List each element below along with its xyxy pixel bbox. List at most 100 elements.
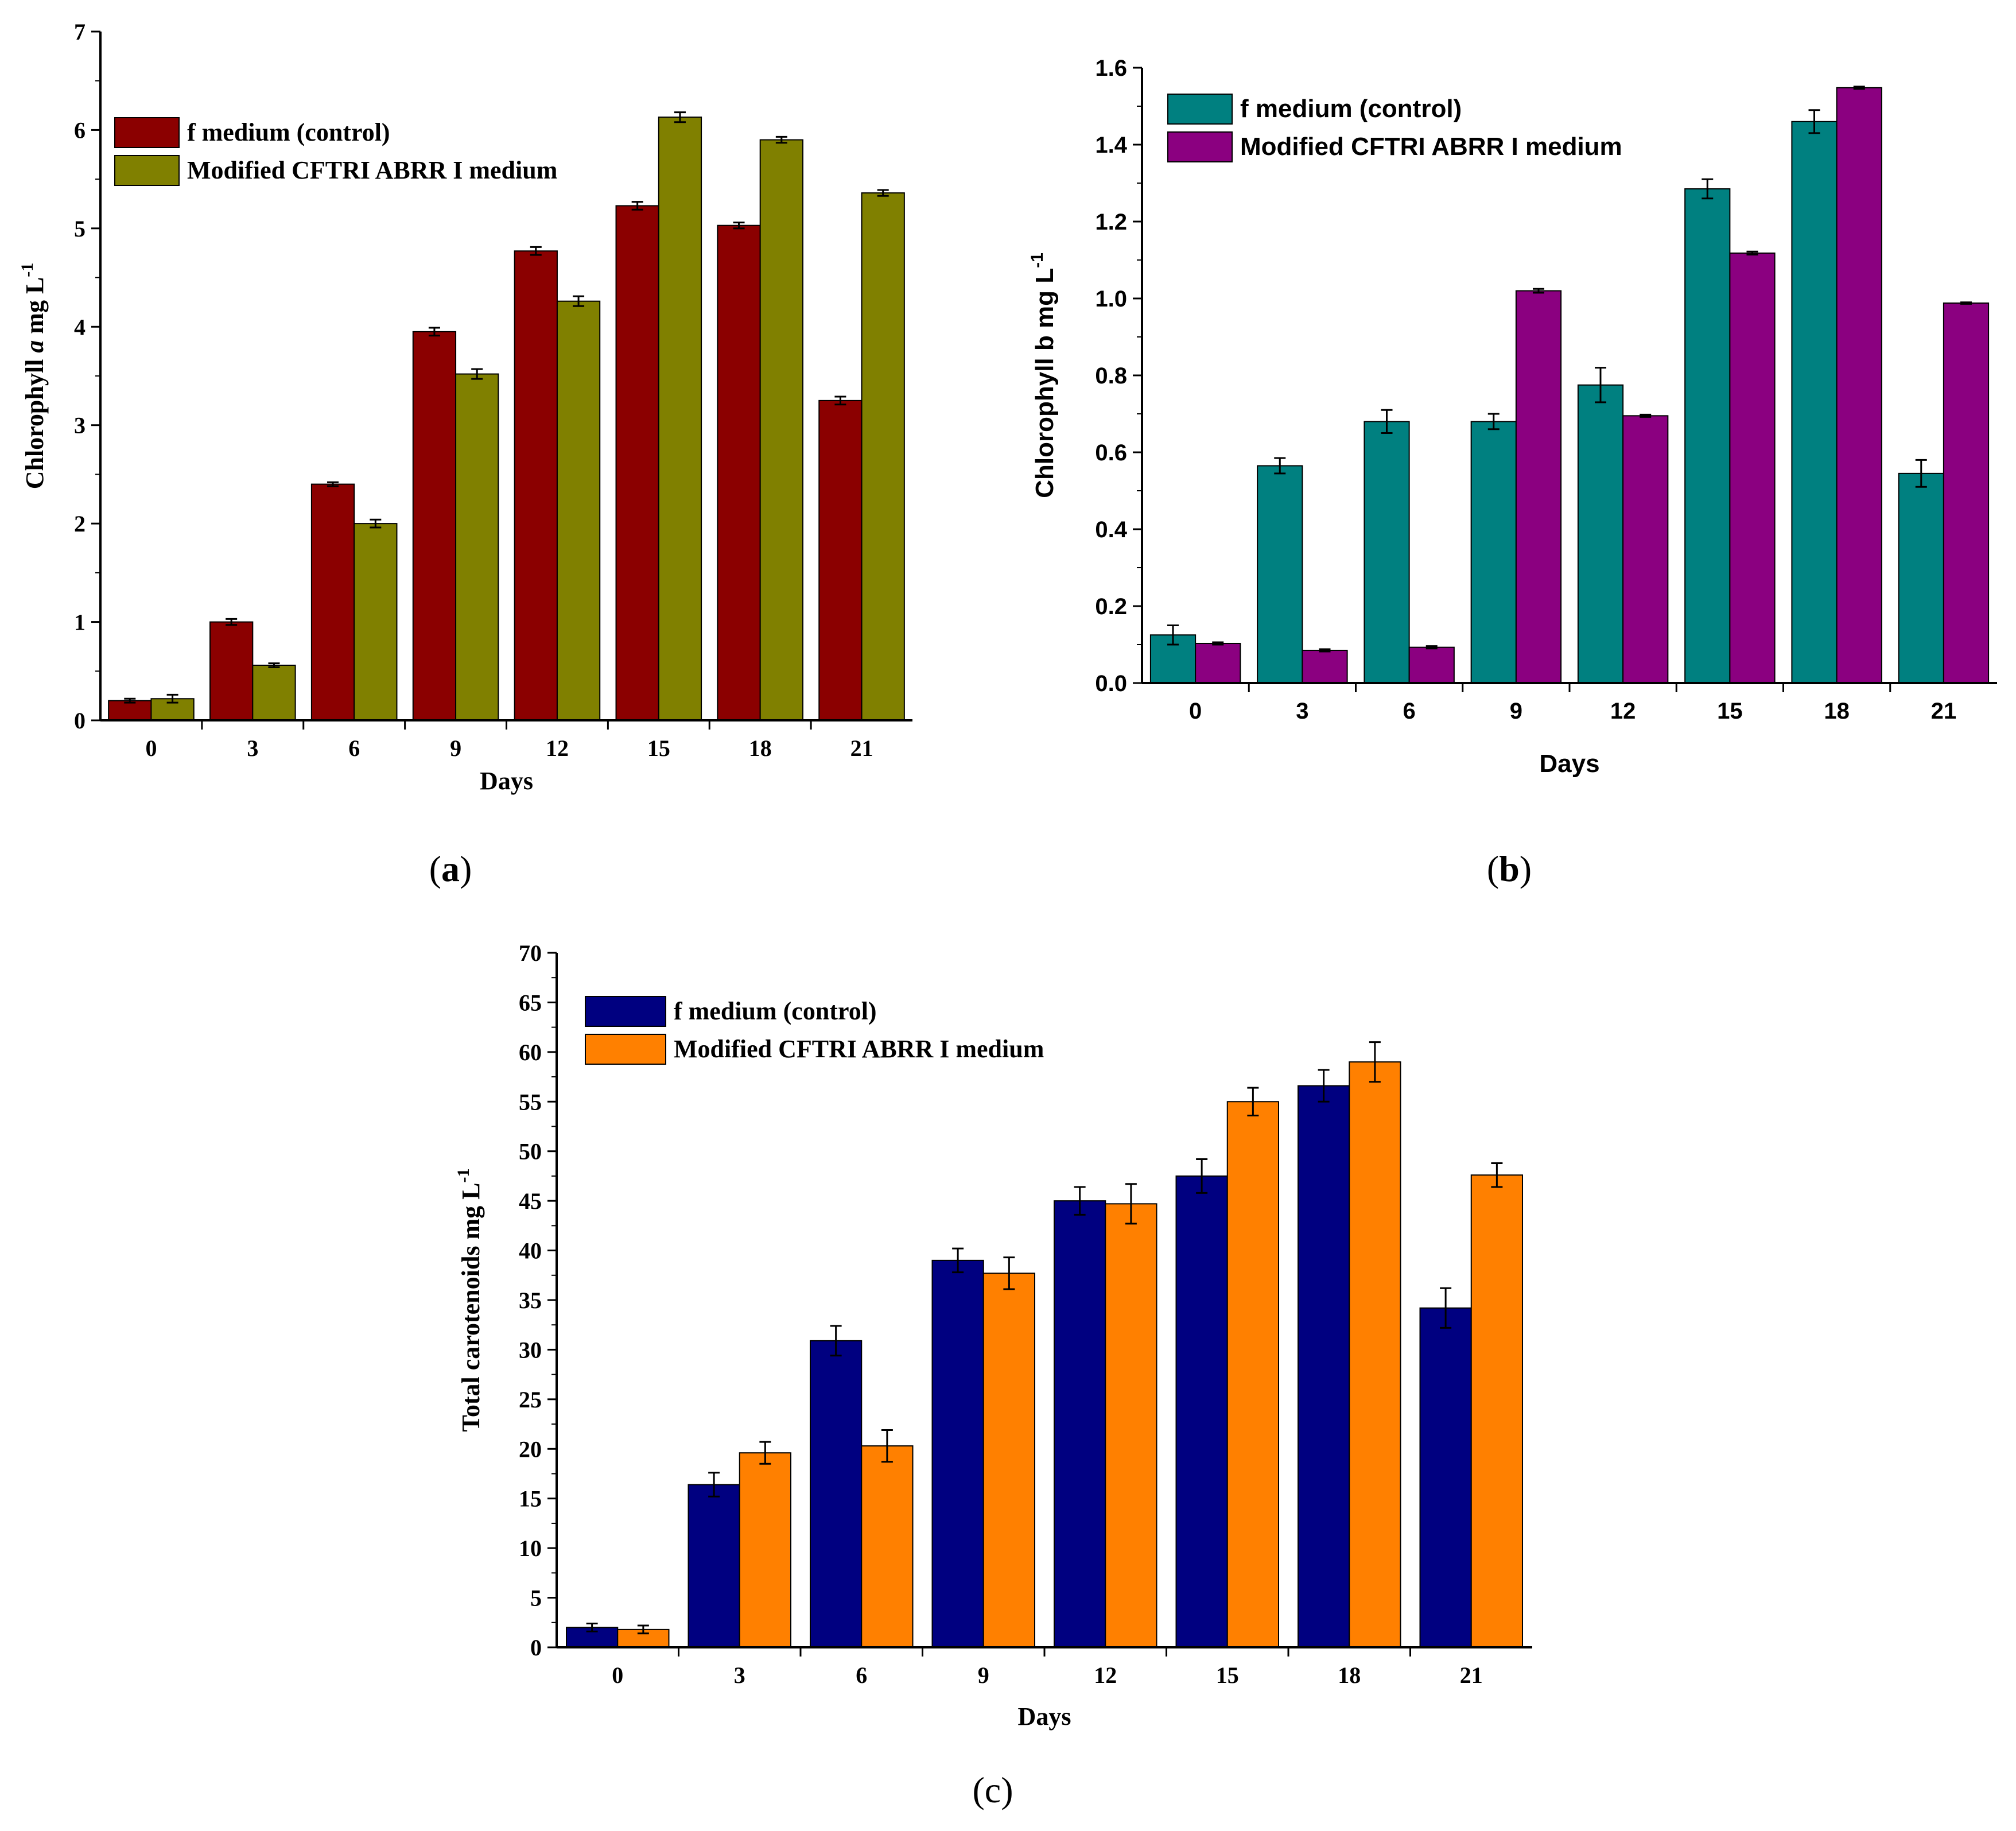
bar-a-0-0 — [108, 700, 152, 721]
error-bar-b-0-5 — [1702, 178, 1714, 200]
x-tick-label-a-4: 12 — [546, 735, 569, 761]
y-tick-label-c-1: 5 — [530, 1585, 542, 1611]
error-bar-a-0-5 — [631, 201, 643, 211]
y-tick-label-c-14: 70 — [519, 940, 542, 966]
legend-label-a-0: f medium (control) — [187, 118, 390, 146]
error-bar-b-0-0 — [1167, 624, 1179, 646]
y-tick-label-c-13: 65 — [519, 990, 542, 1015]
y-tick-label-b-3: 0.6 — [1095, 440, 1127, 465]
error-bar-c-1-4 — [1125, 1183, 1137, 1225]
bar-a-0-4 — [514, 250, 558, 721]
error-bar-c-1-0 — [637, 1624, 649, 1635]
bar-a-0-2 — [310, 483, 355, 721]
x-tick-label-a-0: 0 — [145, 735, 157, 761]
error-bar-b-1-6 — [1853, 86, 1865, 90]
x-tick-label-c-5: 15 — [1216, 1662, 1239, 1688]
bar-c-1-3 — [982, 1273, 1035, 1648]
y-tick-label-b-2: 0.4 — [1095, 517, 1127, 542]
error-bar-c-1-5 — [1247, 1087, 1259, 1116]
error-bar-a-1-7 — [877, 189, 889, 197]
error-bar-c-1-2 — [881, 1429, 893, 1463]
error-bar-b-1-3 — [1532, 288, 1544, 294]
panel-label-c: (c) — [972, 1770, 1013, 1810]
bar-b-1-6 — [1836, 87, 1882, 684]
x-tick-label-c-4: 12 — [1094, 1662, 1117, 1688]
y-tick-label-a-6: 6 — [74, 117, 86, 143]
bar-c-1-2 — [861, 1445, 914, 1648]
bar-a-1-4 — [556, 300, 601, 721]
error-bar-b-1-4 — [1640, 413, 1652, 418]
x-tick-label-a-1: 3 — [247, 735, 258, 761]
x-tick-label-c-1: 3 — [734, 1662, 745, 1688]
x-axis-title-b: Days — [1539, 750, 1599, 778]
x-axis-title-c: Days — [1018, 1702, 1071, 1731]
y-tick-label-c-0: 0 — [530, 1635, 542, 1661]
bar-a-0-5 — [615, 205, 659, 721]
legend-swatch-b-1 — [1167, 131, 1233, 162]
legend-swatch-b-0 — [1167, 94, 1233, 125]
legend-label-b-1: Modified CFTRI ABRR I medium — [1240, 133, 1622, 161]
series-c-1 — [617, 1041, 1523, 1648]
x-tick-label-a-3: 9 — [450, 735, 461, 761]
legend-swatch-c-0 — [585, 996, 666, 1027]
bar-b-1-1 — [1302, 650, 1348, 684]
bar-a-0-7 — [818, 399, 863, 721]
error-bar-a-1-2 — [370, 518, 382, 529]
x-tick-label-b-7: 21 — [1931, 699, 1957, 724]
error-bar-b-1-0 — [1212, 641, 1224, 646]
error-bar-a-0-4 — [530, 246, 542, 256]
y-tick-label-c-6: 30 — [519, 1337, 542, 1363]
error-bar-b-0-4 — [1595, 367, 1607, 404]
error-bar-a-1-6 — [775, 135, 787, 144]
x-tick-label-b-0: 0 — [1189, 699, 1202, 724]
bar-c-0-1 — [687, 1484, 740, 1648]
legend-swatch-a-1 — [114, 155, 180, 186]
error-bar-b-0-2 — [1381, 409, 1393, 434]
x-tick-label-c-6: 18 — [1338, 1662, 1361, 1688]
error-bar-a-0-6 — [733, 222, 745, 230]
legend-label-a-1: Modified CFTRI ABRR I medium — [187, 156, 557, 184]
error-bar-b-1-7 — [1960, 301, 1972, 305]
error-bar-c-0-1 — [708, 1472, 720, 1498]
y-tick-label-b-4: 0.8 — [1095, 363, 1127, 389]
error-bar-a-1-5 — [674, 111, 686, 123]
series-b-0 — [1149, 109, 1944, 684]
y-axis-title-b: Chlorophyll b mg L-1 — [1028, 253, 1059, 498]
bar-a-1-2 — [354, 523, 398, 721]
legend-label-b-0: f medium (control) — [1240, 95, 1462, 123]
bar-c-1-4 — [1105, 1203, 1157, 1648]
series-a-1 — [150, 111, 905, 721]
bar-c-1-7 — [1470, 1174, 1523, 1648]
x-tick-label-b-4: 12 — [1610, 699, 1636, 724]
x-tick-label-b-3: 9 — [1510, 699, 1522, 724]
bar-b-1-4 — [1622, 415, 1669, 684]
x-tick-label-a-7: 21 — [850, 735, 873, 761]
error-bar-b-0-6 — [1808, 109, 1820, 134]
error-bar-a-1-1 — [268, 662, 280, 668]
error-bar-b-1-1 — [1319, 648, 1331, 653]
bar-c-1-5 — [1226, 1101, 1279, 1648]
series-a-0 — [108, 201, 863, 721]
error-bar-c-0-6 — [1318, 1069, 1330, 1103]
x-tick-label-c-3: 9 — [978, 1662, 989, 1688]
bar-c-1-6 — [1349, 1061, 1401, 1648]
error-bar-b-1-2 — [1425, 645, 1438, 650]
bar-a-1-5 — [658, 117, 702, 721]
error-bar-c-1-3 — [1003, 1256, 1015, 1290]
legend-label-c-1: Modified CFTRI ABRR I medium — [674, 1035, 1044, 1063]
error-bar-c-0-3 — [952, 1247, 964, 1274]
error-bar-b-1-5 — [1746, 250, 1758, 256]
error-bar-c-1-7 — [1491, 1162, 1503, 1188]
y-tick-label-c-2: 10 — [519, 1535, 542, 1561]
bar-c-0-6 — [1298, 1085, 1350, 1648]
error-bar-a-1-3 — [471, 368, 483, 380]
y-axis-title-a: Chlorophyll a mg L-1 — [18, 263, 49, 490]
y-axis-title-c: Total carotenoids mg L-1 — [454, 1169, 485, 1432]
x-tick-label-a-2: 6 — [348, 735, 360, 761]
y-tick-label-c-7: 35 — [519, 1287, 542, 1313]
bar-a-1-7 — [861, 192, 905, 721]
legend-b: f medium (control) Modified CFTRI ABRR I … — [1167, 94, 1622, 162]
error-bar-a-0-7 — [834, 395, 846, 406]
y-tick-label-a-0: 0 — [74, 708, 86, 734]
